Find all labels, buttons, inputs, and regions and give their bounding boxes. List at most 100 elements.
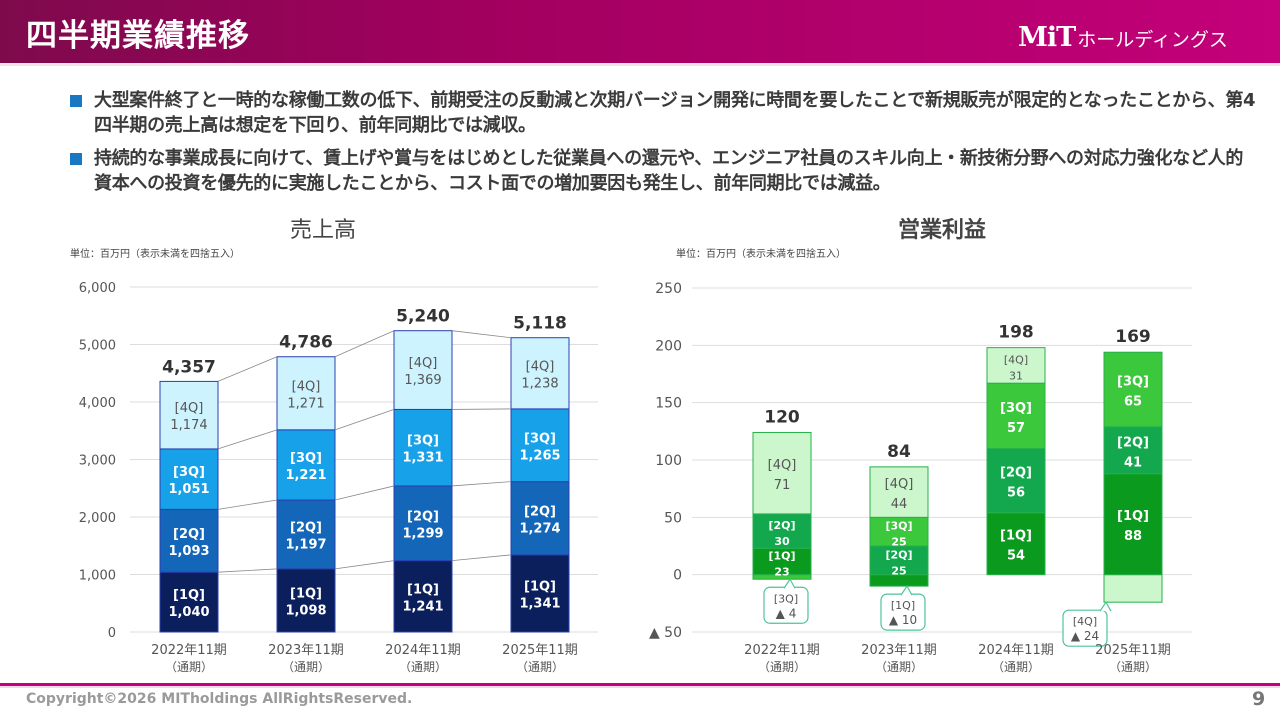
bar-value-label: 1,197	[285, 537, 326, 552]
bar-quarter-label: [1Q]	[768, 549, 795, 562]
bar-quarter-label: [2Q]	[1117, 435, 1149, 450]
negative-value-callout: [4Q]▲ 24	[1062, 601, 1112, 647]
bar-segment	[159, 380, 219, 450]
bar-value-label: 71	[774, 478, 791, 493]
square-bullet-icon	[70, 153, 82, 165]
connector-line	[217, 429, 278, 450]
bar-segment	[276, 429, 336, 501]
bar-value-label: 1,098	[285, 603, 326, 618]
bullet-item: 持続的な事業成長に向けて、賃上げや賞与をはじめとした従業員への還元や、エンジニア…	[70, 146, 1260, 196]
x-tick-sublabel: （通期）	[399, 660, 447, 674]
connector-line	[451, 554, 512, 562]
bar-segment	[159, 508, 219, 573]
bar-segment	[986, 512, 1046, 576]
header-divider	[0, 63, 1280, 66]
bar-quarter-label: [4Q]	[409, 356, 438, 371]
bar-segment	[986, 382, 1046, 450]
footer-divider-light	[0, 686, 1280, 688]
bar-value-label: 1,238	[521, 376, 558, 391]
page-number: 9	[1252, 688, 1266, 710]
x-tick-label: 2025年11期	[502, 643, 578, 658]
bar-value-label: 1,271	[287, 396, 324, 411]
op-unit-note: 単位：百万円（表示未満を四捨五入）	[676, 249, 846, 260]
bar-quarter-label: [4Q]	[885, 477, 914, 492]
bar-quarter-label: [1Q]	[173, 588, 205, 603]
x-tick-label: 2024年11期	[385, 643, 461, 658]
connector-line	[451, 408, 512, 410]
bar-segment	[752, 513, 812, 549]
y-tick-label: 50	[664, 510, 682, 526]
y-tick-label: 0	[673, 568, 682, 584]
callout-box	[1062, 609, 1108, 647]
total-label: 4,786	[279, 333, 333, 353]
bullet-item: 大型案件終了と一時的な稼働工数の低下、前期受注の反動減と次期バージョン開発に時間…	[70, 88, 1260, 138]
y-tick-label: 2,000	[79, 511, 116, 526]
negative-value-callout: [1Q]▲ 10	[880, 584, 926, 631]
operating-profit-chart: ▲ 50 0 50 100 150 200 250 [1Q] 23 [2Q] 30 [4Q] 71 120…	[649, 281, 1192, 674]
y-tick-label: 1,000	[79, 569, 116, 584]
bar-quarter-label: [3Q]	[407, 434, 439, 449]
callout-value-label: ▲ 4	[776, 606, 797, 620]
connector-line	[451, 481, 512, 487]
bar-segment	[986, 448, 1046, 514]
total-label: 198	[998, 323, 1034, 343]
sales-chart-title: 売上高	[290, 218, 357, 243]
bar-quarter-label: [2Q]	[885, 548, 912, 561]
summary-bullets: 大型案件終了と一時的な稼働工数の低下、前期受注の反動減と次期バージョン開発に時間…	[70, 88, 1260, 204]
y-tick-label: 150	[655, 396, 682, 412]
bar-value-label: 56	[1007, 486, 1025, 501]
bar-value-label: 25	[891, 564, 906, 577]
connector-line	[334, 485, 395, 501]
y-tick-label: ▲ 50	[649, 625, 682, 641]
bar-segment	[986, 347, 1046, 384]
bar-value-label: 1,299	[402, 526, 443, 541]
x-tick-label: 2022年11期	[151, 643, 227, 658]
connector-line	[334, 409, 395, 431]
bar-quarter-label: [3Q]	[885, 520, 912, 533]
bar-segment	[393, 485, 453, 562]
bullet-text: 大型案件終了と一時的な稼働工数の低下、前期受注の反動減と次期バージョン開発に時間…	[94, 90, 1256, 136]
callout-quarter-label: [4Q]	[1073, 615, 1097, 628]
bar-value-label: 44	[891, 497, 908, 512]
bar-value-label: 1,174	[170, 418, 207, 433]
header-bar	[0, 0, 1280, 63]
sales-chart: 0 1,000 2,000 3,000 4,000 5,000 6,000 [1Q] 1,040…	[79, 281, 598, 674]
y-tick-label: 0	[108, 626, 116, 641]
x-tick-label: 2024年11期	[978, 643, 1054, 658]
bar-quarter-label: [2Q]	[768, 519, 795, 532]
connector-line	[451, 330, 512, 339]
op-chart-title: 営業利益	[898, 218, 987, 243]
bar-value-label: 41	[1124, 455, 1142, 470]
bullet-text: 持続的な事業成長に向けて、賃上げや賞与をはじめとした従業員への還元や、エンジニア…	[94, 148, 1244, 194]
bar-value-label: 23	[774, 565, 789, 578]
bar-quarter-label: [1Q]	[290, 586, 322, 601]
negative-value-callout: [3Q]▲ 4	[763, 578, 809, 624]
connector-line	[217, 356, 278, 382]
bar-value-label: 1,341	[519, 596, 560, 611]
x-tick-sublabel: （通期）	[758, 660, 806, 674]
callout-quarter-label: [1Q]	[891, 599, 915, 612]
bar-quarter-label: [3Q]	[290, 451, 322, 466]
x-tick-label: 2023年11期	[268, 643, 344, 658]
bar-quarter-label: [4Q]	[292, 379, 321, 394]
x-tick-label: 2025年11期	[1095, 643, 1171, 658]
connector-line	[334, 560, 395, 570]
bar-segment	[1103, 351, 1163, 428]
bar-segment	[393, 408, 453, 487]
bar-value-label: 1,040	[168, 605, 209, 620]
connector-line	[217, 499, 278, 510]
bar-quarter-label: [2Q]	[407, 509, 439, 524]
bar-segment	[1103, 473, 1163, 576]
y-tick-label: 200	[655, 338, 682, 354]
bar-quarter-label: [1Q]	[407, 582, 439, 597]
bar-segment-negative	[1103, 574, 1163, 603]
y-tick-label: 5,000	[79, 339, 116, 354]
sales-unit-note: 単位：百万円（表示未満を四捨五入）	[70, 249, 240, 260]
bar-quarter-label: [3Q]	[1000, 401, 1032, 416]
x-tick-sublabel: （通期）	[282, 660, 330, 674]
bar-value-label: 1,221	[285, 468, 326, 483]
bar-segment	[869, 466, 929, 518]
logo-text: ホールディングス	[1077, 29, 1228, 51]
bar-segment	[869, 516, 929, 547]
bar-value-label: 1,274	[519, 521, 560, 536]
